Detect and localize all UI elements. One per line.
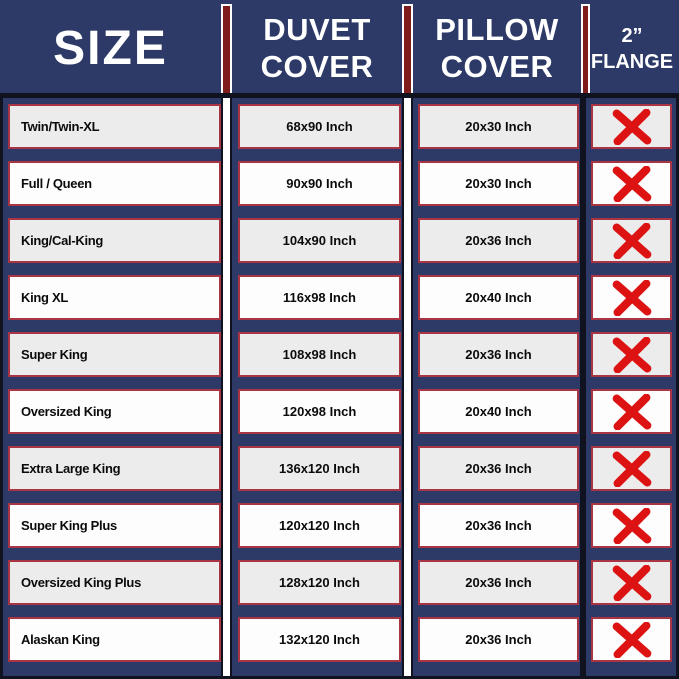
table-row: Oversized King Plus 128x120 Inch 20x36 I… (0, 554, 679, 611)
table-row: Full / Queen 90x90 Inch 20x30 Inch (0, 155, 679, 212)
table-body: Twin/Twin-XL 68x90 Inch 20x30 Inch Full … (0, 98, 679, 679)
x-mark-icon (612, 507, 651, 544)
pillow-cover-cell: 20x36 Inch (418, 503, 579, 548)
size-cell: Super King (8, 332, 221, 377)
table-header: SIZE DUVET COVER PILLOW COVER 2” FLANGE (0, 0, 679, 97)
pillow-cover-cell: 20x36 Inch (418, 617, 579, 662)
table-left-edge (0, 98, 3, 679)
table-bottom-edge (0, 676, 679, 679)
x-mark-icon (612, 393, 651, 430)
x-mark-icon (612, 450, 651, 487)
duvet-cover-cell: 120x98 Inch (238, 389, 401, 434)
table-row: King/Cal-King 104x90 Inch 20x36 Inch (0, 212, 679, 269)
header-pillow-cover: PILLOW COVER (435, 11, 559, 84)
pillow-cover-cell: 20x36 Inch (418, 560, 579, 605)
size-cell: Alaskan King (8, 617, 221, 662)
column-divider (402, 98, 413, 679)
x-mark-icon (612, 564, 651, 601)
x-mark-icon (612, 279, 651, 316)
duvet-cover-cell: 90x90 Inch (238, 161, 401, 206)
pillow-cover-cell: 20x40 Inch (418, 389, 579, 434)
size-cell: Oversized King Plus (8, 560, 221, 605)
header-divider-bar (402, 4, 413, 96)
pillow-cover-cell: 20x30 Inch (418, 104, 579, 149)
duvet-cover-cell: 68x90 Inch (238, 104, 401, 149)
x-mark-icon (612, 165, 651, 202)
pillow-cover-cell: 20x30 Inch (418, 161, 579, 206)
header-divider-bar (581, 4, 590, 96)
table-row: Super King Plus 120x120 Inch 20x36 Inch (0, 497, 679, 554)
pillow-cover-cell: 20x36 Inch (418, 218, 579, 263)
size-cell: Oversized King (8, 389, 221, 434)
flange-cell (591, 617, 672, 662)
pillow-cover-cell: 20x36 Inch (418, 446, 579, 491)
x-mark-icon (612, 336, 651, 373)
flange-cell (591, 275, 672, 320)
x-mark-icon (612, 108, 651, 145)
header-divider-bar (221, 4, 232, 96)
header-body-separator (0, 93, 679, 98)
column-divider (580, 98, 586, 679)
flange-cell (591, 161, 672, 206)
duvet-cover-cell: 136x120 Inch (238, 446, 401, 491)
column-divider (221, 98, 232, 679)
flange-cell (591, 560, 672, 605)
table-row: Oversized King 120x98 Inch 20x40 Inch (0, 383, 679, 440)
flange-cell (591, 389, 672, 434)
size-cell: Extra Large King (8, 446, 221, 491)
x-mark-icon (612, 222, 651, 259)
flange-cell (591, 332, 672, 377)
header-flange: 2” FLANGE (590, 24, 674, 73)
duvet-cover-cell: 104x90 Inch (238, 218, 401, 263)
size-cell: Super King Plus (8, 503, 221, 548)
duvet-cover-cell: 116x98 Inch (238, 275, 401, 320)
flange-cell (591, 446, 672, 491)
table-row: Super King 108x98 Inch 20x36 Inch (0, 326, 679, 383)
duvet-cover-cell: 132x120 Inch (238, 617, 401, 662)
header-size: SIZE (53, 22, 168, 75)
size-cell: Twin/Twin-XL (8, 104, 221, 149)
pillow-cover-cell: 20x36 Inch (418, 332, 579, 377)
size-cell: Full / Queen (8, 161, 221, 206)
pillow-cover-cell: 20x40 Inch (418, 275, 579, 320)
table-row: Twin/Twin-XL 68x90 Inch 20x30 Inch (0, 98, 679, 155)
flange-cell (591, 104, 672, 149)
table-right-edge (676, 98, 679, 679)
flange-cell (591, 503, 672, 548)
duvet-cover-cell: 108x98 Inch (238, 332, 401, 377)
size-cell: King/Cal-King (8, 218, 221, 263)
table-row: Extra Large King 136x120 Inch 20x36 Inch (0, 440, 679, 497)
table-rows: Twin/Twin-XL 68x90 Inch 20x30 Inch Full … (0, 98, 679, 679)
table-row: Alaskan King 132x120 Inch 20x36 Inch (0, 611, 679, 668)
duvet-cover-cell: 128x120 Inch (238, 560, 401, 605)
x-mark-icon (612, 621, 651, 658)
duvet-cover-cell: 120x120 Inch (238, 503, 401, 548)
table-row: King XL 116x98 Inch 20x40 Inch (0, 269, 679, 326)
flange-cell (591, 218, 672, 263)
size-cell: King XL (8, 275, 221, 320)
header-duvet-cover: DUVET COVER (260, 11, 374, 84)
